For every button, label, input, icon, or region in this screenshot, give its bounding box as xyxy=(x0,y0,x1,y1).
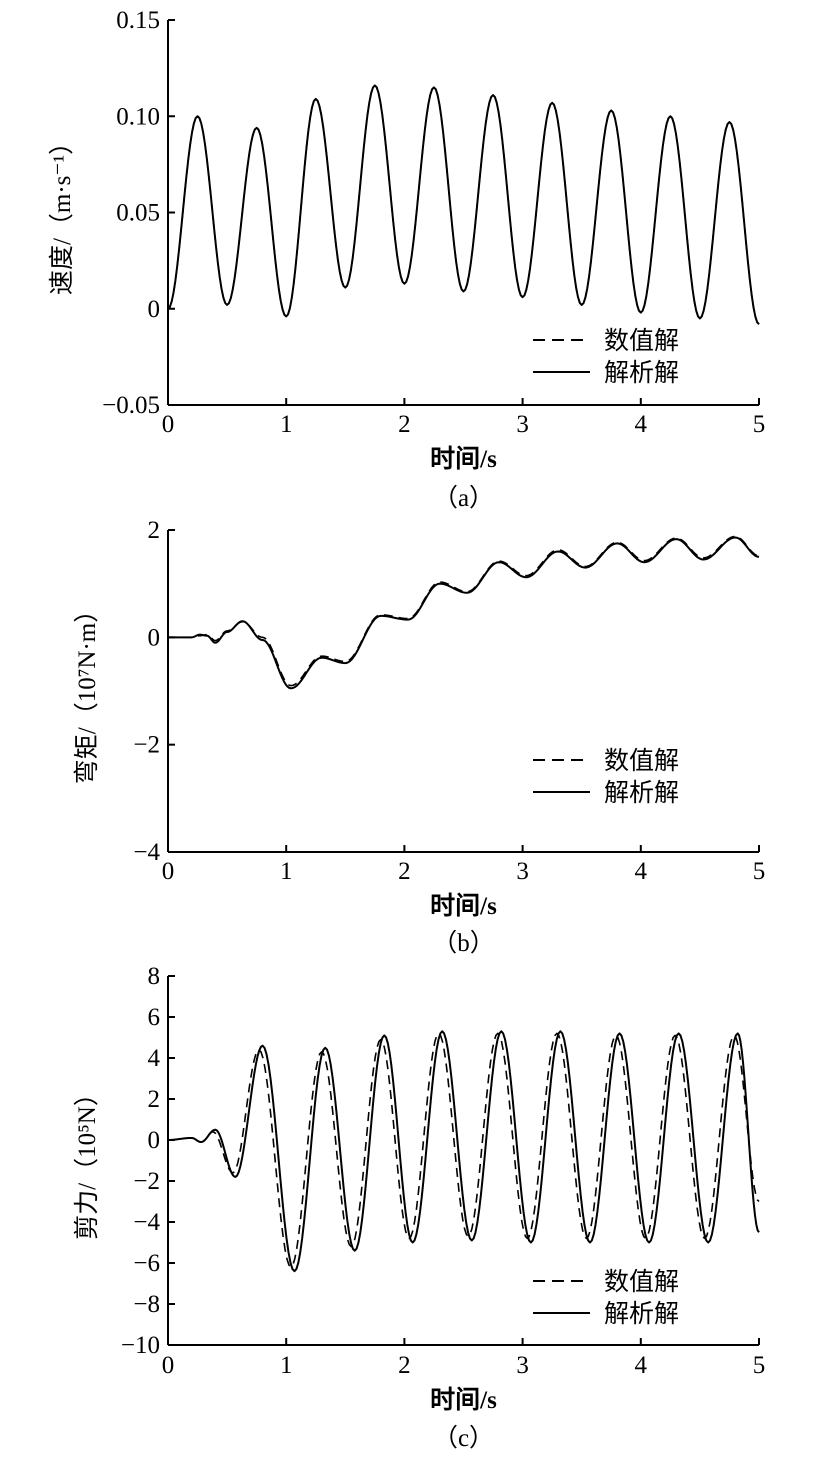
legend-label: 数值解 xyxy=(604,1268,679,1296)
y-tick-label: 4 xyxy=(148,1045,161,1072)
x-tick-label: 4 xyxy=(635,858,648,885)
x-tick-label: 0 xyxy=(162,1352,175,1379)
x-tick-label: 3 xyxy=(516,411,529,438)
x-axis-label: 时间/s xyxy=(430,445,497,473)
y-tick-label: 8 xyxy=(148,963,161,990)
y-tick-label: 0 xyxy=(148,1127,161,1154)
series-line-analytical xyxy=(167,84,760,325)
chart-panel-a: 0 1 2 3 4 5−0.0500.050.100.15时间/s速度/（m·s⁻¹）（a… xyxy=(48,7,765,512)
x-tick-label: 0 xyxy=(162,858,175,885)
x-tick-label: 2 xyxy=(398,858,411,885)
x-tick-label: 4 xyxy=(635,411,648,438)
x-tick-label: 5 xyxy=(753,858,766,885)
y-tick-label: −0.05 xyxy=(102,392,160,419)
panel-caption: （b） xyxy=(432,929,495,957)
series-line-numerical xyxy=(168,535,760,687)
y-tick-label: −4 xyxy=(133,1209,160,1236)
legend-label: 解析解 xyxy=(604,1300,679,1328)
legend-label: 解析解 xyxy=(604,779,679,807)
series-line-analytical xyxy=(168,536,760,690)
y-tick-label: −2 xyxy=(133,732,160,759)
y-tick-label: −4 xyxy=(133,839,160,866)
y-tick-label: 0.05 xyxy=(116,200,160,227)
x-tick-label: 5 xyxy=(753,1352,766,1379)
x-tick-label: 3 xyxy=(516,858,529,885)
y-tick-label: 0 xyxy=(148,296,161,323)
y-tick-label: 0.15 xyxy=(116,7,160,34)
y-tick-label: 2 xyxy=(148,517,161,544)
x-tick-label: 4 xyxy=(635,1352,648,1379)
series-line-analytical xyxy=(167,1030,760,1273)
x-tick-label: 1 xyxy=(280,1352,293,1379)
y-tick-label: 6 xyxy=(148,1004,161,1031)
y-tick-label: −8 xyxy=(133,1291,160,1318)
y-tick-label: 2 xyxy=(148,1086,161,1113)
panel-caption: （c） xyxy=(433,1424,494,1452)
y-tick-label: 0.10 xyxy=(116,103,160,130)
y-axis-label: 剪力/（10⁵N） xyxy=(73,1081,101,1240)
x-tick-label: 5 xyxy=(753,411,766,438)
x-tick-label: 2 xyxy=(398,1352,411,1379)
chart-panel-c: 0 1 2 3 4 5 −10 −8 −6 −4 −2 0 2 4 6 8 时间/s 剪力/（10⁵N） （c） 数值… xyxy=(73,963,765,1452)
y-tick-label: −2 xyxy=(133,1168,160,1195)
y-tick-label: −10 xyxy=(121,1332,160,1359)
legend-label: 数值解 xyxy=(604,747,679,775)
legend-label: 数值解 xyxy=(604,327,679,355)
series-line-numerical xyxy=(167,84,760,325)
x-tick-label: 1 xyxy=(280,411,293,438)
panel-caption: （a） xyxy=(433,484,494,512)
x-tick-label: 3 xyxy=(516,1352,529,1379)
x-axis-label: 时间/s xyxy=(430,892,497,920)
y-tick-label: −6 xyxy=(133,1250,160,1277)
series-line-numerical xyxy=(167,1032,760,1268)
x-tick-label: 1 xyxy=(280,858,293,885)
x-axis-label: 时间/s xyxy=(430,1386,497,1414)
legend-label: 解析解 xyxy=(604,359,679,387)
x-tick-label: 0 xyxy=(162,411,175,438)
y-axis-label: 速度/（m·s⁻¹） xyxy=(48,130,76,295)
x-tick-label: 2 xyxy=(398,411,411,438)
y-axis-label: 弯矩/（10⁷N·m） xyxy=(73,598,101,785)
y-tick-label: 0 xyxy=(148,624,161,651)
